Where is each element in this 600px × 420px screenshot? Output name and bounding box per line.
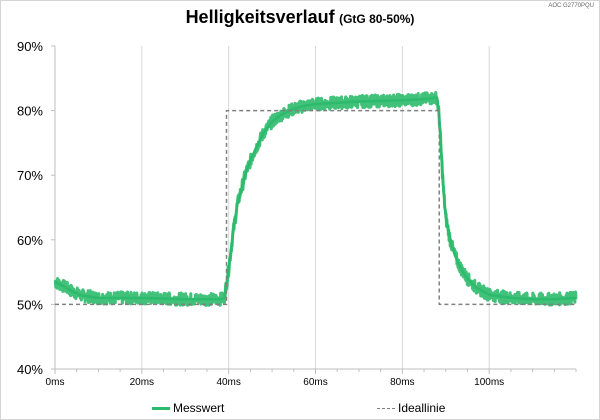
series-layer xyxy=(53,90,578,307)
y-tick-label-40: 40% xyxy=(17,362,43,377)
axes xyxy=(51,45,577,374)
legend-label-messwert: Messwert xyxy=(173,401,225,415)
grid-lines xyxy=(141,46,490,369)
x-tick-label-20: 20ms xyxy=(130,377,154,388)
watermark-label: AOC G2770PQU xyxy=(548,3,594,9)
x-tick-label-40: 40ms xyxy=(216,377,240,388)
tick-labels: 0ms 20ms 40ms 60ms 80ms 100ms 40% 50% 60% 70% 80% 9… xyxy=(17,39,504,388)
legend-item-ideallinie: Ideallinie xyxy=(377,401,445,415)
chart-title-sub: (GtG 80-50%) xyxy=(339,12,415,26)
x-tick-label-80: 80ms xyxy=(390,377,414,388)
x-tick-label-0: 0ms xyxy=(46,377,65,388)
y-tick-label-60: 60% xyxy=(17,233,43,248)
y-tick-label-90: 90% xyxy=(17,39,43,54)
legend-dashed-line-icon xyxy=(377,407,395,409)
chart-title: Helligkeitsverlauf (GtG 80-50%) xyxy=(0,7,600,28)
series-ideallinie-line xyxy=(55,109,576,306)
legend-label-ideallinie: Ideallinie xyxy=(398,401,446,415)
chart-title-main: Helligkeitsverlauf xyxy=(185,7,335,27)
y-tick-label-50: 50% xyxy=(17,297,43,312)
series-messwert-line xyxy=(54,96,577,301)
y-tick-label-80: 80% xyxy=(17,104,43,119)
x-tick-label-60: 60ms xyxy=(303,377,327,388)
y-tick-label-70: 70% xyxy=(17,168,43,183)
legend-solid-line-icon xyxy=(152,406,170,410)
legend-item-messwert: Messwert xyxy=(152,401,224,415)
legend: Messwert Ideallinie xyxy=(0,400,600,418)
x-tick-label-100: 100ms xyxy=(474,377,504,388)
